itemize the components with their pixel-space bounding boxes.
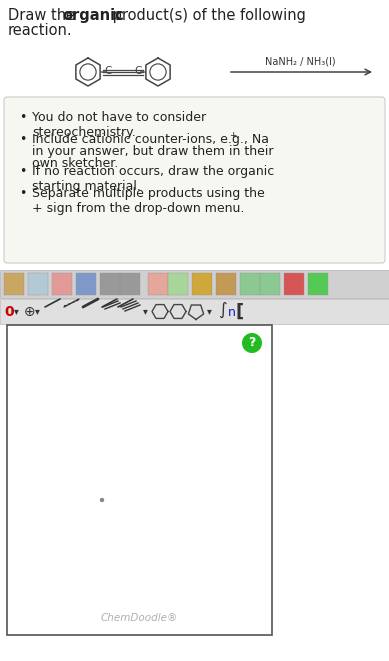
Text: in your answer, but draw them in their: in your answer, but draw them in their <box>32 145 273 158</box>
Bar <box>52 273 72 295</box>
Text: •: • <box>19 165 26 178</box>
Text: ⊕: ⊕ <box>24 305 36 319</box>
Bar <box>120 273 140 295</box>
Circle shape <box>100 498 104 502</box>
Text: [: [ <box>236 303 244 321</box>
Text: NaNH₂ / NH₃(l): NaNH₂ / NH₃(l) <box>265 56 335 66</box>
Text: ▾: ▾ <box>143 307 148 317</box>
Text: Draw the: Draw the <box>8 8 80 23</box>
Text: You do not have to consider
stereochemistry.: You do not have to consider stereochemis… <box>32 111 206 139</box>
Bar <box>76 273 96 295</box>
Text: ▾: ▾ <box>35 307 40 317</box>
Text: C: C <box>104 66 111 76</box>
Circle shape <box>242 333 262 353</box>
Text: n: n <box>228 306 236 319</box>
Bar <box>284 273 304 295</box>
Bar <box>100 273 120 295</box>
Bar <box>0 270 389 298</box>
Text: ChemDoodle®: ChemDoodle® <box>101 613 178 623</box>
Text: ?: ? <box>248 336 256 350</box>
Bar <box>308 273 328 295</box>
Text: •: • <box>19 133 26 146</box>
Text: ▾: ▾ <box>14 307 19 317</box>
Bar <box>28 273 48 295</box>
Text: ▾: ▾ <box>207 307 212 317</box>
Bar <box>240 273 260 295</box>
FancyBboxPatch shape <box>4 97 385 263</box>
Bar <box>192 273 212 295</box>
Bar <box>0 299 389 324</box>
Text: +: + <box>229 131 237 140</box>
Text: Separate multiple products using the
+ sign from the drop-down menu.: Separate multiple products using the + s… <box>32 187 265 215</box>
Text: Include cationic counter-ions, e.g., Na: Include cationic counter-ions, e.g., Na <box>32 133 269 146</box>
Bar <box>4 273 24 295</box>
Text: If no reaction occurs, draw the organic
starting material.: If no reaction occurs, draw the organic … <box>32 165 274 193</box>
Text: ∫: ∫ <box>218 301 227 319</box>
Bar <box>148 273 168 295</box>
Bar <box>216 273 236 295</box>
Text: C: C <box>134 66 141 76</box>
Text: reaction.: reaction. <box>8 23 73 38</box>
Text: •: • <box>19 187 26 200</box>
Text: 0: 0 <box>4 305 14 319</box>
Bar <box>260 273 280 295</box>
Text: product(s) of the following: product(s) of the following <box>108 8 306 23</box>
Text: •: • <box>19 111 26 124</box>
Text: own sketcher.: own sketcher. <box>32 157 118 170</box>
Text: organic: organic <box>62 8 124 23</box>
Bar <box>168 273 188 295</box>
Bar <box>7 325 272 635</box>
